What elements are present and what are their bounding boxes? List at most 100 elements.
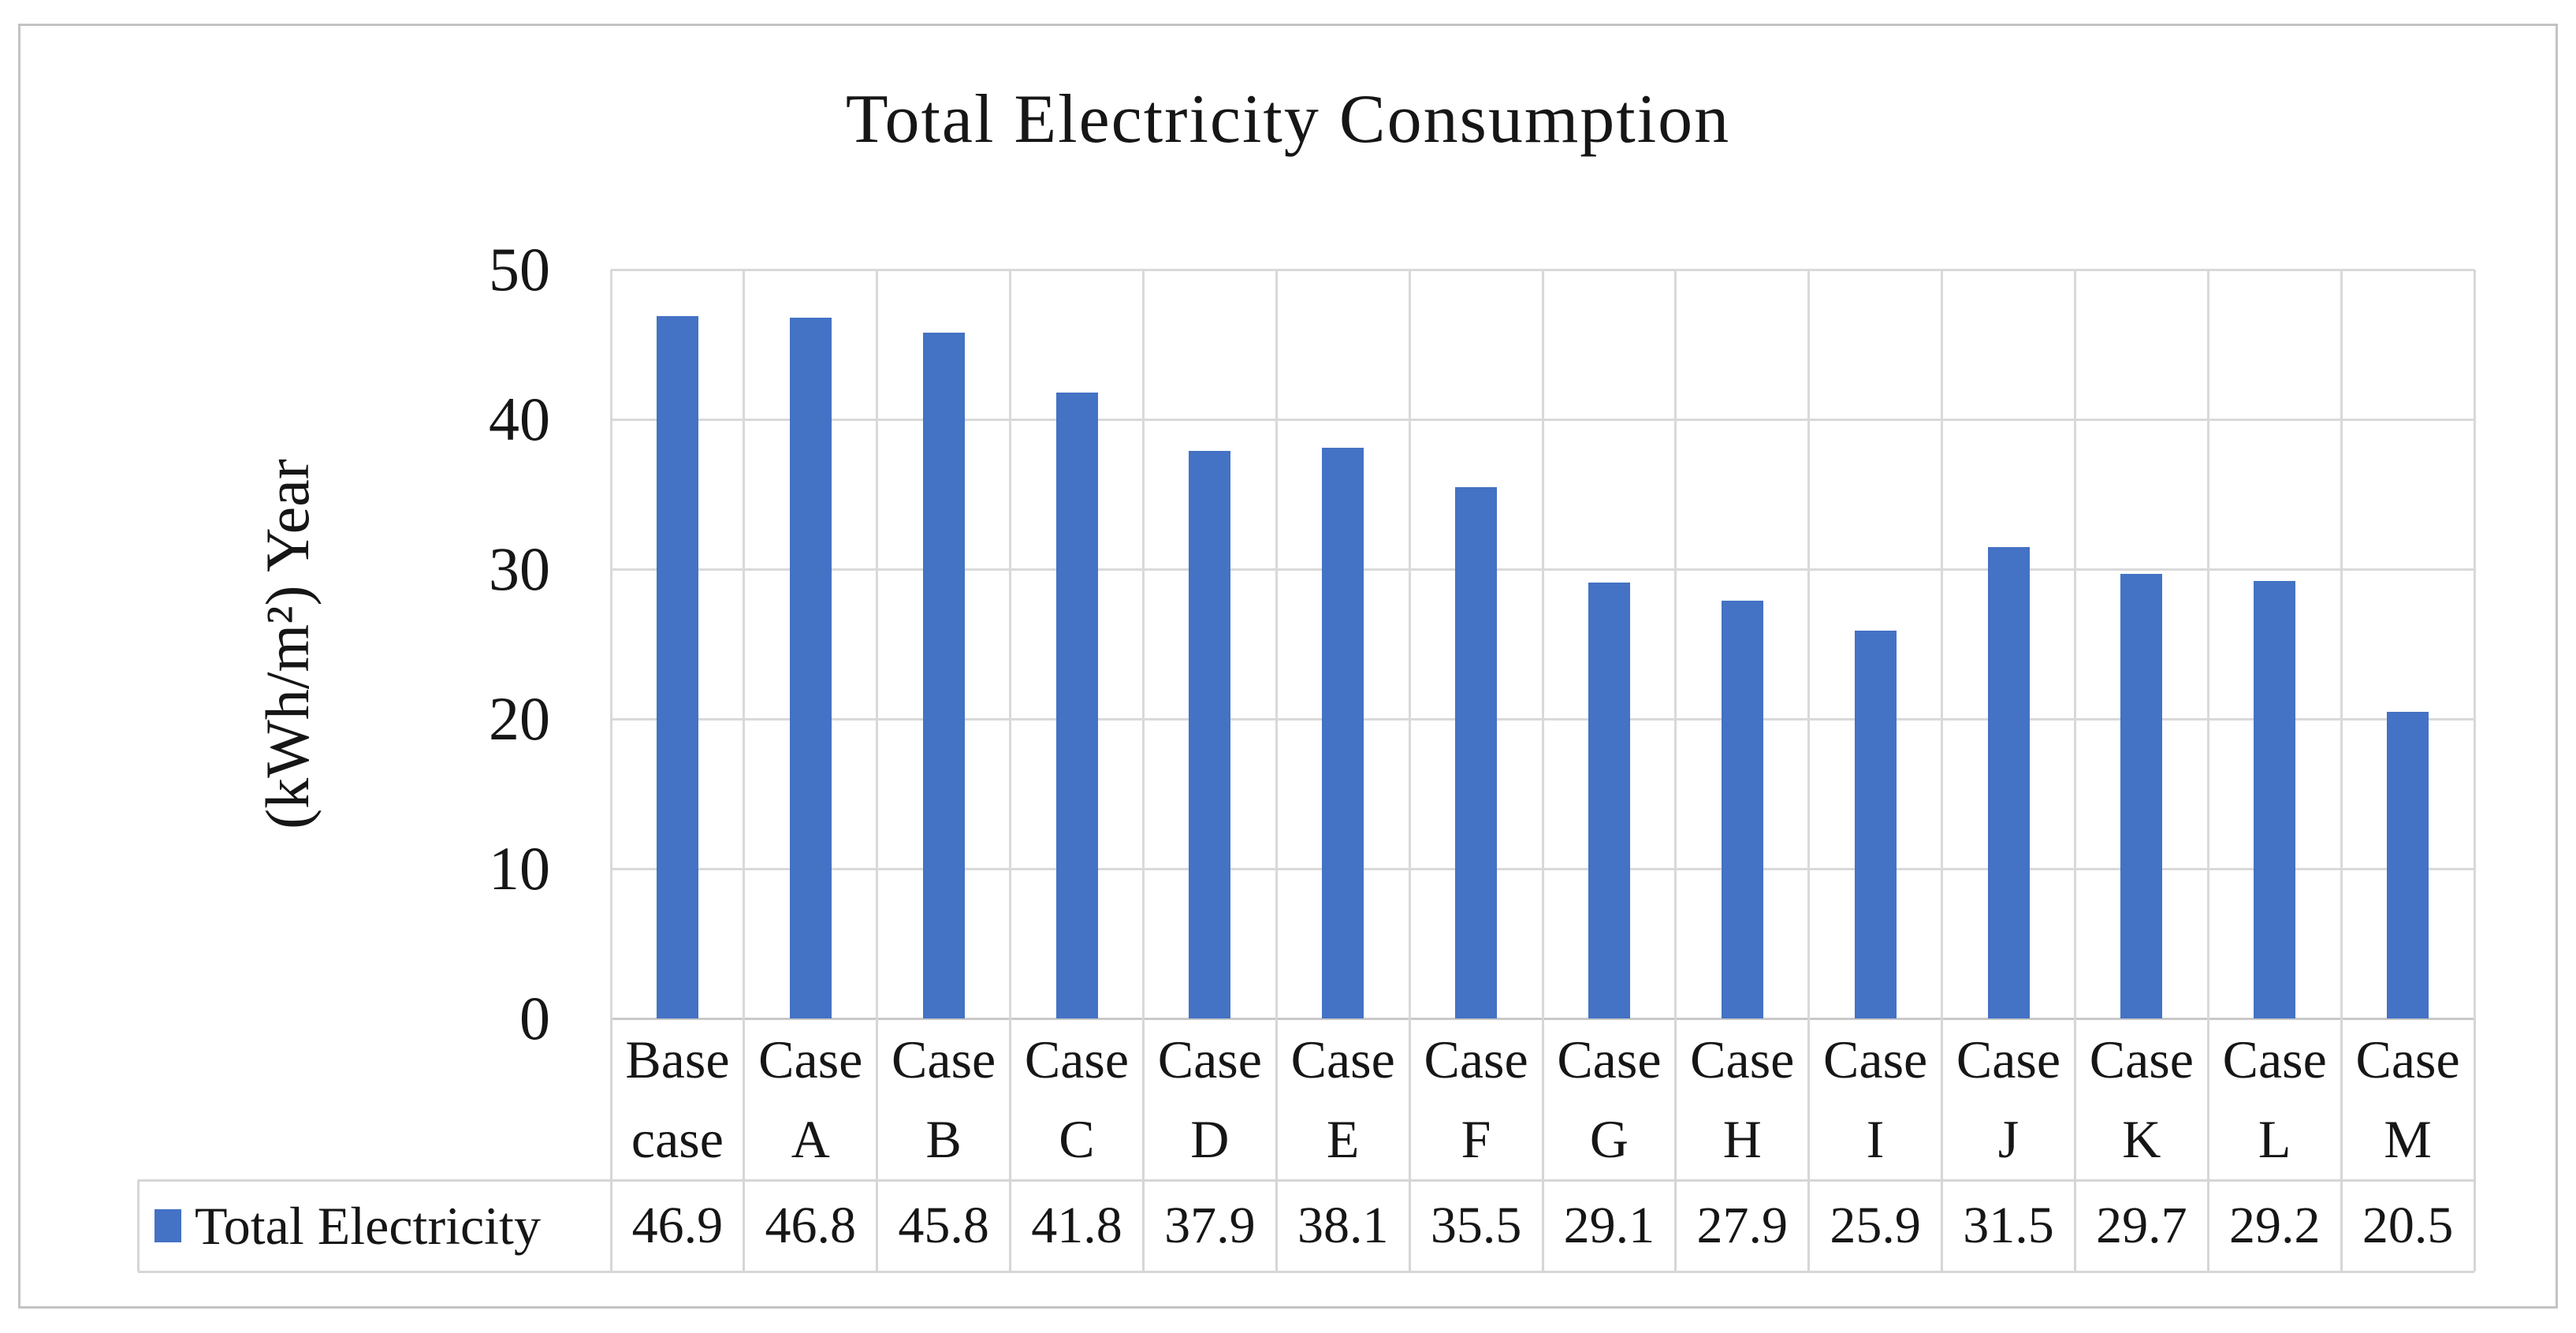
category-label-line: J xyxy=(1997,1108,2019,1169)
table-border-vertical xyxy=(2473,1018,2476,1180)
v-gridline xyxy=(2206,270,2209,1018)
table-border-vertical xyxy=(609,1180,612,1272)
table-border-vertical xyxy=(1807,1180,1811,1272)
category-label: Case J xyxy=(1942,1018,2075,1180)
chart-title: Total Electricity Consumption xyxy=(845,81,1731,158)
bar xyxy=(1322,448,1364,1018)
table-border-vertical xyxy=(2073,1180,2076,1272)
table-border-vertical xyxy=(1674,1018,1677,1180)
category-label-line: Case xyxy=(2355,1029,2460,1089)
category-label: Case A xyxy=(744,1018,877,1180)
category-label-line: E xyxy=(1326,1108,1360,1169)
v-gridline xyxy=(1941,270,1944,1018)
table-border-vertical xyxy=(1275,1180,1278,1272)
category-label-line: case xyxy=(631,1108,724,1169)
v-gridline xyxy=(1674,270,1677,1018)
category-label: Case H xyxy=(1676,1018,1809,1180)
y-tick-label: 50 xyxy=(489,235,550,303)
category-label-line: I xyxy=(1866,1108,1885,1169)
y-tick-label: 30 xyxy=(489,534,550,603)
legend-series-label: Total Electricity xyxy=(195,1195,541,1256)
v-gridline xyxy=(1141,270,1145,1018)
bar xyxy=(2120,573,2163,1018)
table-border-vertical xyxy=(1941,1018,1944,1180)
v-gridline xyxy=(1807,270,1811,1018)
v-gridline xyxy=(2073,270,2076,1018)
v-gridline xyxy=(743,270,746,1018)
category-label-line: M xyxy=(2384,1108,2432,1169)
value-cell: 27.9 xyxy=(1696,1197,1789,1254)
table-border-vertical xyxy=(1408,1180,1411,1272)
v-gridline xyxy=(1275,270,1278,1018)
category-label-line: Base xyxy=(625,1029,730,1089)
category-label: Case F xyxy=(1409,1018,1543,1180)
bar xyxy=(1455,486,1498,1018)
category-label-line: F xyxy=(1461,1108,1491,1169)
bar xyxy=(1854,630,1897,1018)
table-border-vertical xyxy=(1941,1180,1944,1272)
category-label-line: Case xyxy=(1557,1029,1662,1089)
value-cell: 35.5 xyxy=(1430,1197,1522,1254)
value-cell: 29.2 xyxy=(2228,1197,2321,1254)
table-border-vertical xyxy=(2340,1180,2343,1272)
table-border-vertical xyxy=(1541,1180,1544,1272)
category-label: Case C xyxy=(1011,1018,1144,1180)
value-cell: 20.5 xyxy=(2362,1197,2454,1254)
table-border-vertical xyxy=(1009,1180,1012,1272)
category-label-line: Case xyxy=(2222,1029,2327,1089)
table-border-horizontal xyxy=(138,1178,2474,1182)
bar xyxy=(789,317,832,1018)
y-tick-label: 0 xyxy=(519,984,550,1052)
category-label-line: C xyxy=(1059,1108,1095,1169)
table-border-vertical xyxy=(1009,1018,1012,1180)
table-border-vertical xyxy=(876,1180,879,1272)
table-border-horizontal xyxy=(138,1270,2474,1273)
category-label-line: Case xyxy=(892,1029,996,1089)
category-label-line: Case xyxy=(758,1029,863,1089)
category-label-line: Case xyxy=(1956,1029,2061,1089)
category-label: Case E xyxy=(1276,1018,1409,1180)
value-cell: 46.9 xyxy=(631,1197,724,1254)
y-tick-label: 20 xyxy=(489,684,550,753)
v-gridline xyxy=(1408,270,1411,1018)
value-cell: 25.9 xyxy=(1830,1197,1921,1254)
table-border-vertical xyxy=(136,1180,140,1272)
category-label-line: G xyxy=(1589,1108,1629,1169)
table-border-vertical xyxy=(609,1018,612,1180)
value-cell: 41.8 xyxy=(1031,1197,1122,1254)
legend-cell: Total Electricity xyxy=(138,1180,611,1272)
value-cell: 46.8 xyxy=(765,1197,857,1254)
category-label-line: Case xyxy=(1690,1029,1795,1089)
table-border-vertical xyxy=(1541,1018,1544,1180)
table-border-vertical xyxy=(876,1018,879,1180)
category-label-line: H xyxy=(1722,1108,1762,1169)
value-cell: 29.7 xyxy=(2096,1197,2187,1254)
table-border-vertical xyxy=(1141,1180,1145,1272)
v-gridline xyxy=(876,270,879,1018)
bar xyxy=(2254,581,2296,1018)
bar xyxy=(1588,583,1630,1018)
category-label: Case K xyxy=(2075,1018,2208,1180)
table-border-vertical xyxy=(1674,1180,1677,1272)
y-tick-label: 40 xyxy=(489,385,550,453)
category-label-line: D xyxy=(1190,1108,1230,1169)
category-label: Case M xyxy=(2341,1018,2474,1180)
bar xyxy=(1987,546,2030,1018)
category-label: Case L xyxy=(2208,1018,2341,1180)
v-gridline xyxy=(1541,270,1544,1018)
bar xyxy=(1721,600,1763,1018)
y-tick-label: 10 xyxy=(489,834,550,903)
table-border-vertical xyxy=(1408,1018,1411,1180)
table-border-vertical xyxy=(2206,1180,2209,1272)
legend-key-swatch xyxy=(154,1209,181,1242)
table-border-vertical xyxy=(2473,1180,2476,1272)
table-border-vertical xyxy=(743,1018,746,1180)
bar xyxy=(2387,711,2429,1018)
table-border-vertical xyxy=(1807,1018,1811,1180)
